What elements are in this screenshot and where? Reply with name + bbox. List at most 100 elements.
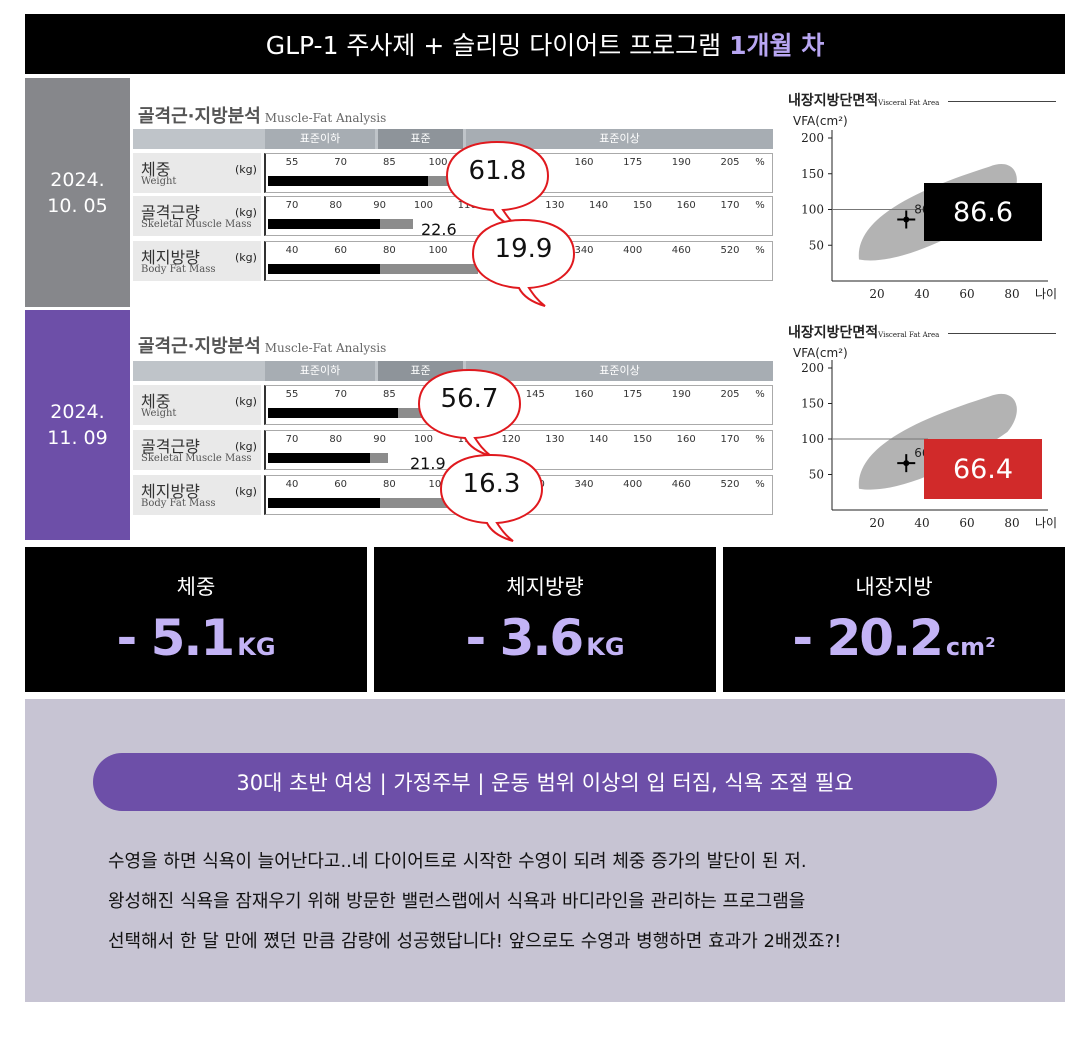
tick-label: 205 bbox=[720, 389, 740, 400]
date-line2: 11. 09 bbox=[47, 427, 108, 449]
y-tick-label: 50 bbox=[809, 238, 824, 252]
tick-label: 40 bbox=[285, 479, 299, 490]
tick-label: 340 bbox=[574, 479, 594, 490]
range-std: 표준 bbox=[378, 129, 463, 149]
range-high: 표준이상 bbox=[466, 129, 773, 149]
weight-value: 56.7 bbox=[440, 384, 499, 414]
profile-pill: 30대 초반 여성 | 가정주부 | 운동 범위 이상의 입 터짐, 식욕 조절… bbox=[93, 753, 997, 811]
tick-label: 60 bbox=[334, 245, 348, 256]
date-line2: 10. 05 bbox=[47, 194, 108, 217]
result-label: 체지방량 bbox=[506, 575, 584, 599]
y-tick-label: 200 bbox=[801, 361, 824, 375]
story-line: 수영을 하면 식욕이 늘어난다고..네 다이어트로 시작한 수영이 되려 체중 … bbox=[108, 851, 807, 872]
result-value: - 20.2 cm² bbox=[792, 609, 996, 667]
range-high: 표준이상 bbox=[466, 361, 773, 381]
result-value: - 5.1 KG bbox=[116, 609, 276, 667]
tick-label: 400 bbox=[623, 245, 643, 256]
x-axis-label: 나이 bbox=[1035, 287, 1057, 301]
vfa-ylabel: VFA(cm²) bbox=[793, 114, 848, 128]
tick-label: 130 bbox=[545, 200, 565, 211]
fat-circle: 19.9 bbox=[471, 218, 576, 307]
tick-label: 85 bbox=[382, 389, 396, 400]
y-tick-label: 150 bbox=[801, 397, 824, 411]
tick-label: 145 bbox=[525, 389, 545, 400]
result-label: 내장지방 bbox=[855, 575, 933, 599]
record-date-1: 2024. 10. 05 bbox=[25, 78, 130, 307]
vfa-value-box: 86.6 bbox=[924, 183, 1042, 241]
result-value: - 3.6 KG bbox=[465, 609, 625, 667]
tick-label: 175 bbox=[623, 157, 643, 168]
tick-label: 100 bbox=[428, 245, 448, 256]
tick-label: 190 bbox=[671, 389, 691, 400]
tick-label: 70 bbox=[334, 389, 348, 400]
result-label: 체중 bbox=[176, 575, 216, 599]
tick-label: 55 bbox=[285, 389, 299, 400]
date-line1: 2024. bbox=[50, 168, 105, 191]
y-tick-label: 50 bbox=[809, 468, 824, 482]
tick-label: % bbox=[755, 157, 765, 168]
y-tick-label: 100 bbox=[801, 203, 824, 217]
tick-label: % bbox=[755, 479, 765, 490]
range-low: 표준이하 bbox=[265, 361, 375, 381]
tick-label: 100 bbox=[413, 200, 433, 211]
story-line: 왕성해진 식욕을 잠재우기 위해 방문한 밸런스랩에서 식욕과 바디라인을 관리… bbox=[108, 891, 806, 912]
result-visceral: 내장지방 - 20.2 cm² bbox=[723, 547, 1065, 692]
header-accent: 1개월 차 bbox=[729, 31, 825, 60]
tick-label: 120 bbox=[501, 434, 521, 445]
y-tick-label: 200 bbox=[801, 131, 824, 145]
tick-label: 130 bbox=[545, 434, 565, 445]
tick-label: 205 bbox=[720, 157, 740, 168]
x-axis-label: 나이 bbox=[1035, 516, 1057, 530]
tick-label: 175 bbox=[623, 389, 643, 400]
tick-label: 40 bbox=[285, 245, 299, 256]
analysis-title: 골격근·지방분석 Muscle-Fat Analysis bbox=[138, 336, 387, 357]
tick-label: 70 bbox=[334, 157, 348, 168]
vfa-value-box: 66.4 bbox=[924, 439, 1042, 499]
y-tick-label: 150 bbox=[801, 167, 824, 181]
tick-label: 80 bbox=[382, 479, 396, 490]
muscle-value: 21.9 bbox=[410, 454, 446, 473]
tick-label: 150 bbox=[632, 200, 652, 211]
tick-label: 140 bbox=[589, 434, 609, 445]
page-header: GLP-1 주사제 + 슬리밍 다이어트 프로그램 1개월 차 bbox=[25, 14, 1065, 74]
tick-label: % bbox=[755, 389, 765, 400]
tick-label: 90 bbox=[373, 434, 386, 445]
tick-label: 80 bbox=[382, 245, 396, 256]
vfa-point bbox=[903, 216, 910, 223]
tick-label: 160 bbox=[574, 157, 594, 168]
tick-label: 520 bbox=[720, 479, 740, 490]
tick-label: 70 bbox=[285, 200, 299, 211]
tick-label: 160 bbox=[676, 434, 696, 445]
result-fat: 체지방량 - 3.6 KG bbox=[374, 547, 716, 692]
story-line: 선택해서 한 달 만에 쪘던 만큼 감량에 성공했답니다! 앞으로도 수영과 병… bbox=[108, 931, 842, 952]
tick-label: 100 bbox=[428, 157, 448, 168]
tick-label: 85 bbox=[382, 157, 396, 168]
tick-label: 170 bbox=[720, 200, 740, 211]
x-tick-label: 80 bbox=[1004, 516, 1019, 530]
vfa-title: 내장지방단면적Visceral Fat Area bbox=[788, 93, 940, 109]
tick-label: % bbox=[755, 434, 765, 445]
vfa-point bbox=[903, 460, 910, 467]
x-tick-label: 40 bbox=[914, 516, 929, 530]
weight-circle: 61.8 bbox=[445, 140, 550, 229]
fat-circle: 16.3 bbox=[439, 453, 544, 542]
tick-label: 160 bbox=[676, 200, 696, 211]
inbody-panel-1: 골격근·지방분석 Muscle-Fat Analysis 표준이하 표준 표준이상… bbox=[133, 78, 1065, 307]
weight-circle: 56.7 bbox=[417, 368, 522, 457]
tick-label: 400 bbox=[623, 479, 643, 490]
tick-label: 160 bbox=[574, 389, 594, 400]
tick-label: % bbox=[755, 200, 765, 211]
result-weight: 체중 - 5.1 KG bbox=[25, 547, 367, 692]
weight-value: 61.8 bbox=[468, 156, 527, 186]
vfa-chart-2: 내장지방단면적Visceral Fat Area VFA(cm²) 200 150… bbox=[788, 310, 1065, 539]
tick-label: 100 bbox=[413, 434, 433, 445]
record-date-2: 2024. 11. 09 bbox=[25, 310, 130, 540]
tick-label: 460 bbox=[671, 479, 691, 490]
tick-label: 55 bbox=[285, 157, 299, 168]
story-text: 수영을 하면 식욕이 늘어난다고..네 다이어트로 시작한 수영이 되려 체중 … bbox=[108, 842, 1008, 962]
tick-label: 190 bbox=[671, 157, 691, 168]
tick-label: 70 bbox=[285, 434, 299, 445]
tick-label: 100 bbox=[428, 479, 448, 490]
